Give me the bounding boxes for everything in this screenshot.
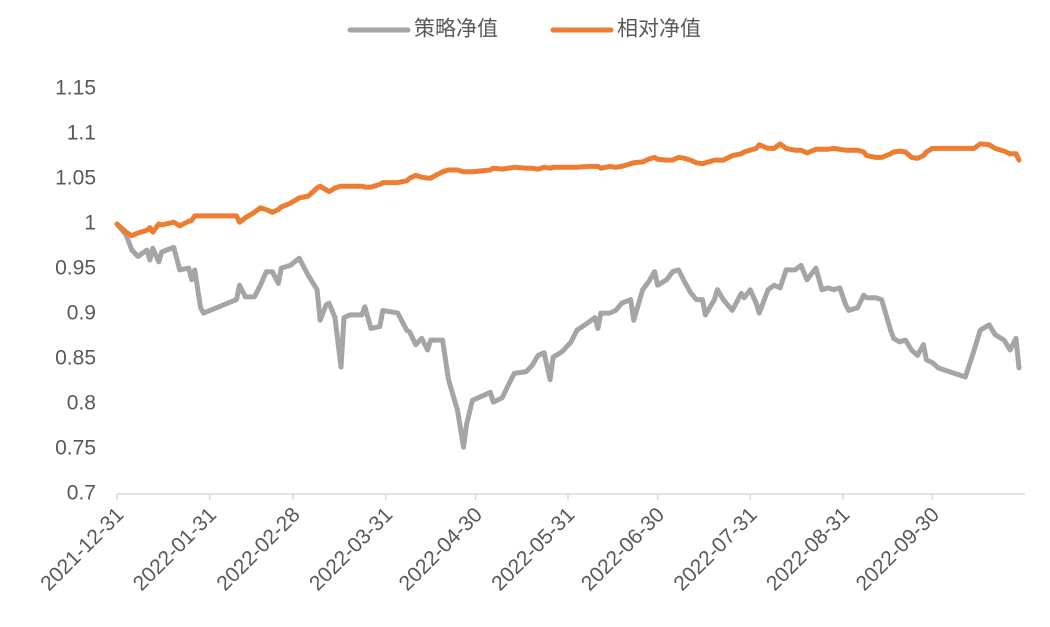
y-tick-label: 1	[84, 212, 96, 235]
legend-label: 策略净值	[414, 18, 498, 41]
x-tick-label: 2022-04-30	[395, 503, 487, 595]
y-tick-label: 0.75	[55, 437, 96, 460]
x-tick-label: 2022-03-31	[305, 503, 397, 595]
y-tick-label: 1.05	[55, 167, 96, 190]
x-tick-label: 2022-05-31	[487, 503, 579, 595]
y-tick-label: 0.7	[67, 482, 96, 505]
x-tick-label: 2022-08-31	[762, 503, 854, 595]
x-tick-label: 2022-02-28	[212, 503, 304, 595]
y-tick-label: 0.85	[55, 347, 96, 370]
x-tick-label: 2022-07-31	[669, 503, 761, 595]
x-tick-label: 2022-01-31	[129, 503, 221, 595]
series-line	[114, 141, 1022, 239]
x-tick-label: 2022-09-30	[852, 503, 944, 595]
y-tick-label: 0.95	[55, 257, 96, 280]
series-line	[114, 221, 1022, 450]
x-tick-label: 2022-06-30	[577, 503, 669, 595]
y-tick-label: 1.15	[55, 77, 96, 100]
x-tick-label: 2021-12-31	[36, 503, 128, 595]
y-tick-label: 0.9	[67, 302, 96, 325]
y-tick-label: 1.1	[67, 122, 96, 145]
y-tick-label: 0.8	[67, 392, 96, 415]
legend-label: 相对净值	[617, 18, 701, 41]
